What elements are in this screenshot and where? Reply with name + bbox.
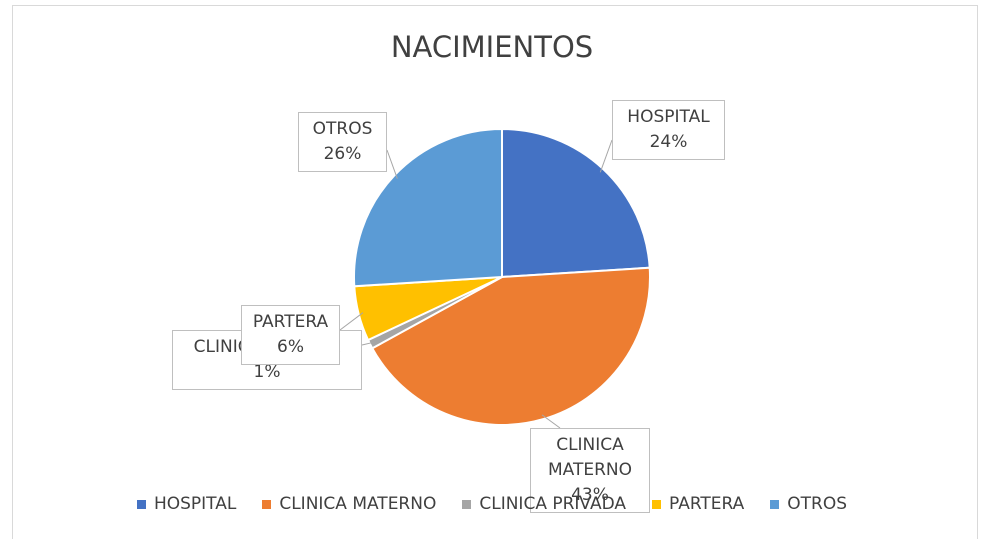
leader-line	[386, 149, 398, 179]
data-label-category: PARTERA	[252, 312, 329, 332]
legend-swatch	[652, 499, 662, 509]
data-label-value: 1%	[253, 362, 281, 382]
legend-item: CLINICA MATERNO	[262, 494, 436, 514]
legend-item: CLINICA PRIVADA	[462, 494, 626, 514]
pie-slice	[501, 127, 651, 279]
data-label: OTROS 26%	[298, 112, 387, 172]
leader-line	[361, 341, 375, 346]
data-label: CLINICA MATERNO 43%	[530, 428, 650, 513]
legend-label: CLINICA PRIVADA	[479, 494, 627, 514]
legend-label: HOSPITAL	[153, 494, 237, 514]
legend-swatch	[262, 499, 272, 509]
legend-swatch	[462, 499, 472, 509]
legend-item: PARTERA	[652, 494, 744, 514]
pie-slice	[353, 127, 503, 288]
pie-slice	[370, 266, 651, 426]
data-label-value: 24%	[649, 132, 688, 152]
legend-swatch	[136, 499, 146, 509]
leader-line	[339, 312, 364, 331]
data-label-value: 6%	[277, 337, 304, 357]
chart-border	[12, 5, 978, 539]
leader-line	[599, 139, 613, 173]
data-label-value: 43%	[571, 485, 609, 505]
data-label: PARTERA 6%	[241, 305, 340, 365]
data-label-value: 26%	[323, 144, 362, 164]
chart-title: NACIMIENTOS	[390, 30, 594, 64]
legend-label: PARTERA	[669, 494, 745, 514]
data-label-category: HOSPITAL	[627, 107, 710, 127]
data-label: HOSPITAL 24%	[612, 100, 725, 160]
legend-label: OTROS	[787, 494, 848, 514]
leader-line	[541, 414, 561, 429]
legend-swatch	[770, 499, 780, 509]
legend: HOSPITAL CLINICA MATERNO CLINICA PRIVADA PA…	[0, 494, 984, 514]
data-label-category: OTROS	[312, 119, 373, 139]
legend-label: CLINICA MATERNO	[279, 494, 437, 514]
legend-item: OTROS	[770, 494, 847, 514]
data-label-category: CLINICA MATERNO	[547, 435, 632, 480]
legend-item: HOSPITAL	[136, 494, 237, 514]
